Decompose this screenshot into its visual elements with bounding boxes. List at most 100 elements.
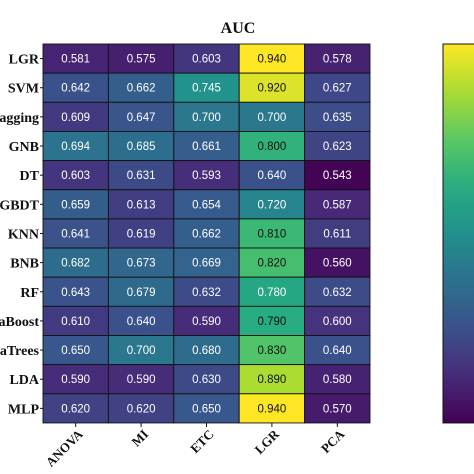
- row-label: SVM: [8, 82, 39, 97]
- heatmap-cell: [107, 189, 175, 220]
- heatmap-cell: [42, 160, 109, 191]
- heatmap-cell: [238, 101, 306, 132]
- cell-value-label: 0.643: [61, 287, 90, 299]
- heatmap-cell: [107, 160, 175, 191]
- heatmap-cell: [107, 305, 175, 336]
- heatmap-cell: [238, 335, 306, 366]
- cell-value-label: 0.619: [127, 228, 156, 240]
- cell-value-label: 0.580: [323, 374, 352, 386]
- column-label: PCA: [318, 426, 348, 456]
- cell-value-label: 0.620: [127, 403, 156, 415]
- cell-value-label: 0.641: [61, 228, 90, 240]
- heatmap-cell: [173, 72, 240, 103]
- cell-value-label: 0.654: [192, 199, 221, 211]
- heatmap-cell: [42, 218, 109, 249]
- heatmap-cell: [304, 130, 371, 162]
- cell-value-label: 0.620: [61, 403, 90, 415]
- cell-value-label: 0.593: [192, 170, 221, 182]
- heatmap-cell: [173, 335, 240, 366]
- cell-value-label: 0.590: [192, 316, 221, 328]
- cell-value-label: 0.810: [258, 228, 287, 240]
- cell-value-label: 0.661: [192, 141, 221, 153]
- cell-value-label: 0.587: [323, 199, 352, 211]
- heatmap-cell: [173, 305, 240, 336]
- heatmap-cell: [42, 364, 109, 395]
- heatmap-cell: [304, 276, 371, 307]
- heatmap-cell: [42, 247, 109, 278]
- row-label: aTrees: [0, 344, 40, 359]
- cell-value-label: 0.581: [61, 54, 90, 66]
- heatmap-cell: [238, 130, 306, 162]
- colorbar: [442, 43, 474, 424]
- heatmap-cell: [107, 43, 175, 74]
- cell-value-label: 0.642: [61, 83, 90, 95]
- cell-value-label: 0.830: [258, 345, 287, 357]
- cell-value-label: 0.613: [127, 199, 156, 211]
- row-label: DT: [20, 169, 40, 184]
- heatmap-cell: [304, 247, 371, 278]
- heatmap-cell: [107, 247, 175, 278]
- chart-title: AUC: [221, 20, 256, 37]
- row-label: LGR: [9, 53, 40, 68]
- column-label: MI: [128, 426, 151, 449]
- cell-value-label: 0.662: [127, 83, 156, 95]
- row-label: BNB: [10, 257, 39, 272]
- heatmap-cell: [173, 160, 240, 191]
- heatmap-cell: [173, 189, 240, 220]
- cell-value-label: 0.570: [323, 403, 352, 415]
- cell-value-label: 0.662: [192, 228, 221, 240]
- heatmap-cell: [238, 393, 306, 424]
- heatmap-cell: [107, 130, 175, 162]
- colorbar-gradient: [442, 43, 474, 424]
- cell-value-label: 0.890: [258, 374, 287, 386]
- cell-value-label: 0.623: [323, 141, 352, 153]
- heatmap-cell: [304, 189, 371, 220]
- cell-value-label: 0.820: [258, 258, 287, 270]
- cell-value-label: 0.590: [127, 374, 156, 386]
- cell-value-label: 0.940: [258, 403, 287, 415]
- heatmap-cells: 0.581 0.575 0.603 0.940 0.578 0.642 0.662 0.745…: [42, 43, 371, 424]
- cell-value-label: 0.635: [323, 112, 352, 124]
- heatmap-cell: [304, 72, 371, 103]
- cell-value-label: 0.790: [258, 316, 287, 328]
- cell-value-label: 0.679: [127, 287, 156, 299]
- cell-value-label: 0.609: [61, 112, 90, 124]
- cell-value-label: 0.611: [323, 228, 351, 240]
- column-label: LGR: [251, 426, 282, 457]
- row-label: aBoost: [0, 315, 39, 330]
- cell-value-label: 0.700: [192, 112, 221, 124]
- cell-value-label: 0.940: [258, 54, 287, 66]
- cell-value-label: 0.920: [258, 83, 287, 95]
- heatmap-cell: [238, 305, 306, 336]
- cell-value-label: 0.640: [323, 345, 352, 357]
- heatmap-cell: [42, 335, 109, 366]
- cell-value-label: 0.600: [323, 316, 352, 328]
- heatmap-cell: [107, 276, 175, 307]
- heatmap-cell: [304, 393, 371, 424]
- cell-value-label: 0.640: [258, 170, 287, 182]
- cell-value-label: 0.575: [127, 54, 156, 66]
- cell-value-label: 0.659: [61, 199, 90, 211]
- heatmap-cell: [42, 43, 109, 74]
- cell-value-label: 0.590: [61, 374, 90, 386]
- cell-value-label: 0.650: [192, 403, 221, 415]
- heatmap-cell: [42, 305, 109, 336]
- cell-value-label: 0.745: [192, 83, 221, 95]
- cell-value-label: 0.603: [61, 170, 90, 182]
- cell-value-label: 0.610: [61, 316, 90, 328]
- cell-value-label: 0.694: [61, 141, 90, 153]
- cell-value-label: 0.680: [192, 345, 221, 357]
- cell-value-label: 0.632: [323, 287, 352, 299]
- row-labels: LGR SVM agging GNB DT GBDT KNN BNB RF aBoost aTree…: [0, 53, 43, 417]
- heatmap-cell: [238, 189, 306, 220]
- cell-value-label: 0.627: [323, 83, 352, 95]
- cell-value-label: 0.682: [61, 258, 90, 270]
- cell-value-label: 0.780: [258, 287, 287, 299]
- cell-value-label: 0.650: [61, 345, 90, 357]
- cell-value-label: 0.800: [258, 141, 287, 153]
- cell-value-label: 0.685: [127, 141, 156, 153]
- cell-value-label: 0.578: [323, 54, 352, 66]
- heatmap-cell: [238, 364, 306, 395]
- heatmap-cell: [107, 393, 175, 424]
